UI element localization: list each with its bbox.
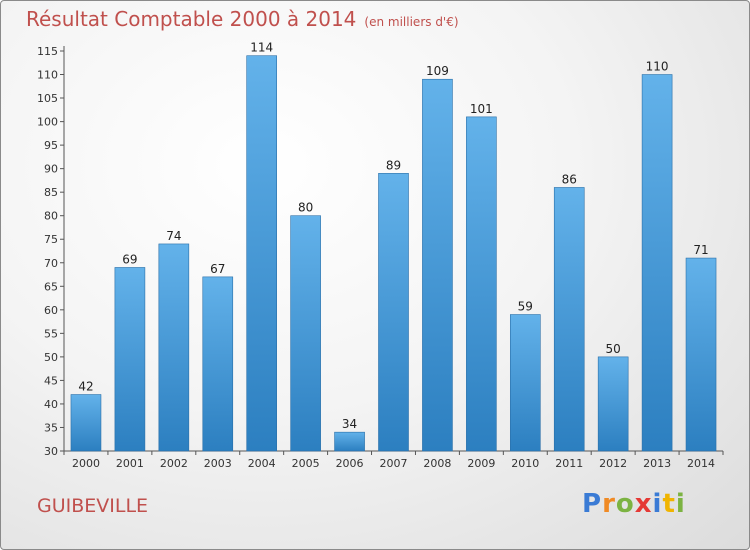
- data-label-2011: 86: [562, 172, 577, 186]
- y-tick-label: 110: [37, 69, 58, 82]
- x-tick-label: 2005: [292, 457, 320, 470]
- data-label-2008: 109: [426, 64, 449, 78]
- x-tick-label: 2008: [423, 457, 451, 470]
- x-tick-label: 2013: [643, 457, 671, 470]
- bar-2006: [334, 431, 365, 452]
- data-labels: 42 69 74 67 114 80 34 89 109 101 59 86 50 110 71: [78, 41, 708, 431]
- x-tick-label: 2009: [467, 457, 495, 470]
- data-label-2012: 50: [606, 342, 621, 356]
- bar-2001: [114, 267, 146, 452]
- data-label-2010: 59: [518, 300, 533, 314]
- data-label-2014: 71: [693, 243, 708, 257]
- y-tick-label: 85: [44, 186, 58, 199]
- bar-2010: [509, 314, 541, 452]
- data-label-2000: 42: [78, 380, 93, 394]
- y-tick-label: 70: [44, 257, 58, 270]
- bars: [70, 55, 717, 452]
- y-tick-label: 80: [44, 210, 58, 223]
- bar-2004: [246, 55, 277, 452]
- bar-2009: [466, 116, 497, 452]
- data-label-2013: 110: [646, 60, 669, 74]
- logo-letter: i: [652, 489, 663, 519]
- data-label-2009: 101: [470, 102, 493, 116]
- data-label-2001: 69: [122, 252, 137, 266]
- x-tick-label: 2010: [511, 457, 539, 470]
- logo-letter: x: [634, 489, 653, 519]
- x-tick-label: 2007: [380, 457, 408, 470]
- y-tick-label: 105: [37, 92, 58, 105]
- bar-2003: [202, 276, 234, 452]
- x-tick-label: 2014: [687, 457, 715, 470]
- logo-letter: r: [602, 489, 616, 519]
- data-label-2004: 114: [250, 41, 273, 55]
- y-tick-label: 115: [37, 45, 58, 58]
- bar-2007: [378, 173, 409, 452]
- y-tick-label: 45: [44, 374, 58, 387]
- chart-title-text: Résultat Comptable 2000 à 2014: [26, 7, 357, 31]
- x-tick-label: 2003: [204, 457, 232, 470]
- y-tick-label: 50: [44, 351, 58, 364]
- y-tick-label: 95: [44, 139, 58, 152]
- bar-2005: [290, 215, 321, 452]
- data-label-2006: 34: [342, 417, 357, 431]
- logo-letter: t: [662, 489, 676, 519]
- x-tick-label: 2001: [116, 457, 144, 470]
- bar-2008: [422, 78, 453, 452]
- data-label-2005: 80: [298, 201, 313, 215]
- y-tick-label: 60: [44, 304, 58, 317]
- y-tick-label: 55: [44, 327, 58, 340]
- x-tick-label: 2012: [599, 457, 627, 470]
- proxiti-logo: Proxiti: [582, 489, 686, 519]
- data-label-2007: 89: [386, 158, 401, 172]
- data-label-2002: 74: [166, 229, 181, 243]
- x-tick-label: 2011: [555, 457, 583, 470]
- x-tick-label: 2004: [248, 457, 276, 470]
- bar-2011: [553, 187, 585, 452]
- commune-name: GUIBEVILLE: [37, 495, 149, 517]
- x-tick-label: 2002: [160, 457, 188, 470]
- bar-2000: [70, 394, 102, 452]
- logo-letter: o: [615, 489, 635, 519]
- logo-letter: i: [675, 489, 686, 519]
- y-tick-label: 100: [37, 116, 58, 129]
- y-tick-label: 90: [44, 163, 58, 176]
- chart-title: Résultat Comptable 2000 à 2014 (en millie…: [26, 7, 459, 31]
- y-tick-label: 75: [44, 233, 58, 246]
- bar-2002: [158, 243, 190, 452]
- data-label-2003: 67: [210, 262, 225, 276]
- axes: 30 35 40 45 50 55 60 65 70 75 80 85 90 95 100 105 110 115…: [37, 45, 724, 470]
- y-tick-label: 35: [44, 421, 58, 434]
- x-tick-label: 2006: [336, 457, 364, 470]
- chart-unit: (en milliers d'€): [364, 15, 459, 29]
- x-tick-label: 2000: [72, 457, 100, 470]
- bar-2014: [685, 257, 717, 452]
- logo-letter: P: [582, 489, 603, 519]
- y-tick-label: 40: [44, 398, 58, 411]
- y-tick-label: 65: [44, 280, 58, 293]
- bar-2013: [641, 74, 673, 452]
- bar-2012: [597, 356, 629, 452]
- y-tick-label: 30: [44, 445, 58, 458]
